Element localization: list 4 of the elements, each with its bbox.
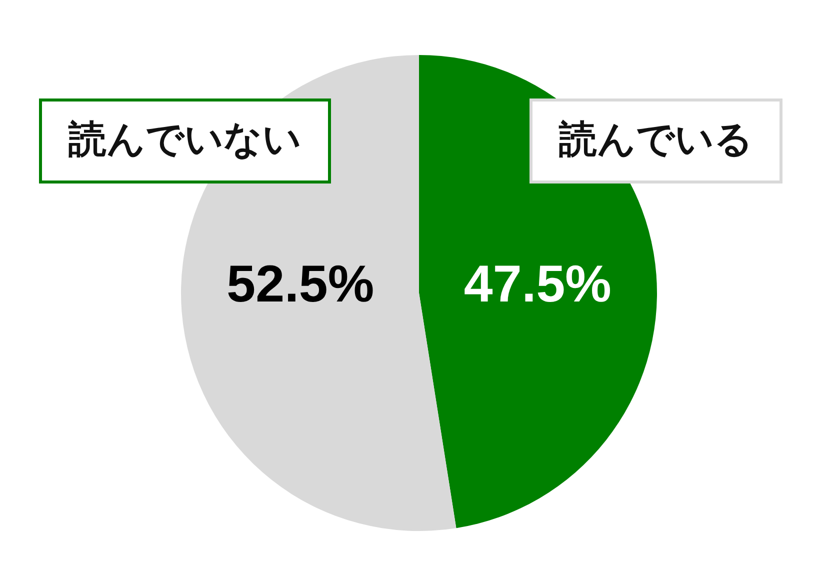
slice-label: 読んでいない (68, 116, 302, 161)
data-label: 47.5% (464, 255, 612, 314)
data-label: 52.5% (226, 255, 374, 314)
slice-label: 読んでいる (558, 116, 753, 161)
